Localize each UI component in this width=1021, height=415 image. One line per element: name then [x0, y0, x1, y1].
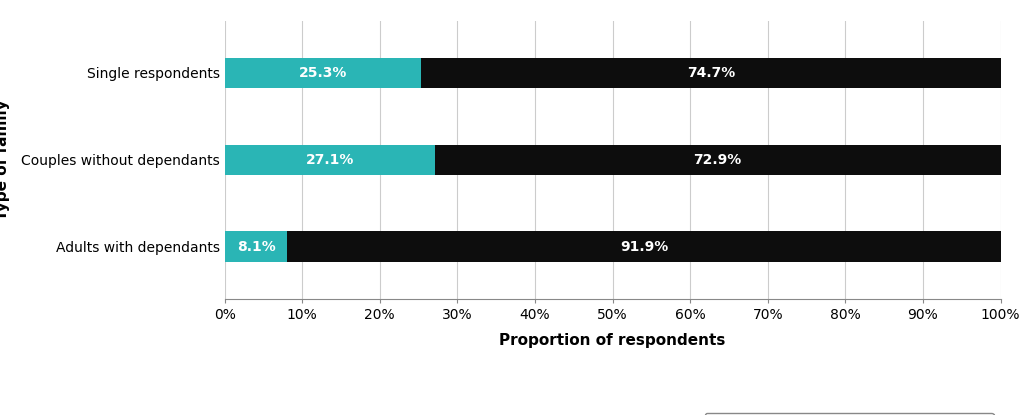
Text: 8.1%: 8.1%: [237, 240, 276, 254]
Text: 25.3%: 25.3%: [298, 66, 347, 80]
Text: 27.1%: 27.1%: [305, 153, 354, 167]
Text: 74.7%: 74.7%: [687, 66, 735, 80]
Y-axis label: Type of family: Type of family: [0, 100, 10, 220]
X-axis label: Proportion of respondents: Proportion of respondents: [499, 333, 726, 348]
Bar: [225, 58, 421, 88]
Bar: [225, 144, 435, 175]
Bar: [421, 58, 1001, 88]
Bar: [288, 232, 1001, 262]
Bar: [225, 232, 288, 262]
Text: 72.9%: 72.9%: [693, 153, 742, 167]
Bar: [435, 144, 1001, 175]
Text: 91.9%: 91.9%: [620, 240, 668, 254]
Legend: Attributed housing loss to ASU, Did not attribute housing loss to ASU: Attributed housing loss to ASU, Did not …: [704, 413, 994, 415]
